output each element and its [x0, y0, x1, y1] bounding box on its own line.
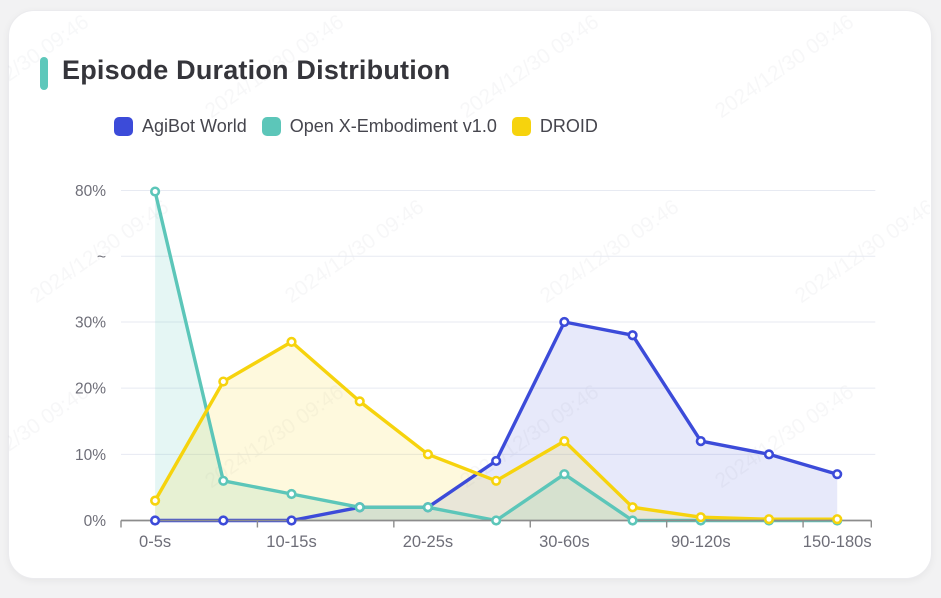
y-tick-label: 20% — [75, 381, 106, 398]
legend-swatch — [114, 117, 133, 136]
data-point[interactable] — [150, 515, 161, 526]
legend-item[interactable]: AgiBot World — [114, 116, 247, 137]
legend-swatch — [261, 117, 281, 136]
data-point[interactable] — [695, 512, 706, 523]
data-point[interactable] — [559, 469, 570, 480]
legend-item[interactable]: DROID — [511, 116, 598, 137]
y-tick-label: 80% — [75, 183, 106, 200]
data-point[interactable] — [354, 502, 365, 513]
y-tick-label: 30% — [75, 315, 106, 332]
x-tick-label: 30-60s — [539, 533, 589, 551]
data-point[interactable] — [422, 449, 434, 460]
legend-label: Open X-Embodiment v1.0 — [289, 116, 497, 136]
data-point[interactable] — [832, 469, 843, 480]
legend-swatch — [511, 117, 531, 136]
data-point[interactable] — [286, 515, 297, 526]
chart-card — [8, 10, 932, 579]
data-point[interactable] — [763, 514, 775, 525]
data-point[interactable] — [150, 495, 161, 506]
y-tick-label: 10% — [75, 447, 106, 464]
chart-title: Episode Duration Distribution — [62, 55, 451, 85]
data-point[interactable] — [422, 502, 434, 513]
data-point[interactable] — [832, 514, 843, 525]
data-point[interactable] — [286, 336, 297, 347]
data-point[interactable] — [491, 475, 502, 486]
legend-label: AgiBot World — [142, 116, 247, 136]
x-tick-label: 90-120s — [671, 533, 731, 551]
x-tick-label: 10-15s — [266, 533, 316, 551]
data-point[interactable] — [286, 488, 297, 500]
x-tick-label: 20-25s — [403, 533, 453, 551]
data-point[interactable] — [491, 515, 502, 526]
series-area — [155, 191, 838, 521]
data-point[interactable] — [150, 186, 161, 197]
data-point[interactable] — [218, 376, 229, 387]
data-point[interactable] — [627, 515, 638, 526]
data-point[interactable] — [695, 436, 706, 447]
legend-label: DROID — [539, 116, 598, 136]
legend-item[interactable]: Open X-Embodiment v1.0 — [261, 116, 497, 137]
x-tick-label: 0-5s — [139, 533, 171, 551]
y-tick-label: 0% — [84, 513, 107, 530]
data-point[interactable] — [218, 475, 229, 486]
data-point[interactable] — [627, 330, 638, 341]
data-point[interactable] — [491, 455, 502, 467]
series-area — [155, 341, 838, 521]
data-point[interactable] — [354, 396, 365, 407]
data-point[interactable] — [559, 436, 570, 447]
chart-legend: AgiBot World Open X-Embodiment v1.0 DROID — [114, 116, 598, 137]
data-point[interactable] — [559, 316, 570, 328]
data-point[interactable] — [627, 502, 638, 513]
y-tick-label: ~ — [97, 249, 106, 266]
series-area — [155, 322, 838, 521]
data-point[interactable] — [763, 449, 775, 460]
data-point[interactable] — [218, 515, 229, 526]
title-accent-bar — [40, 57, 48, 90]
x-tick-label: 150-180s — [803, 533, 872, 551]
